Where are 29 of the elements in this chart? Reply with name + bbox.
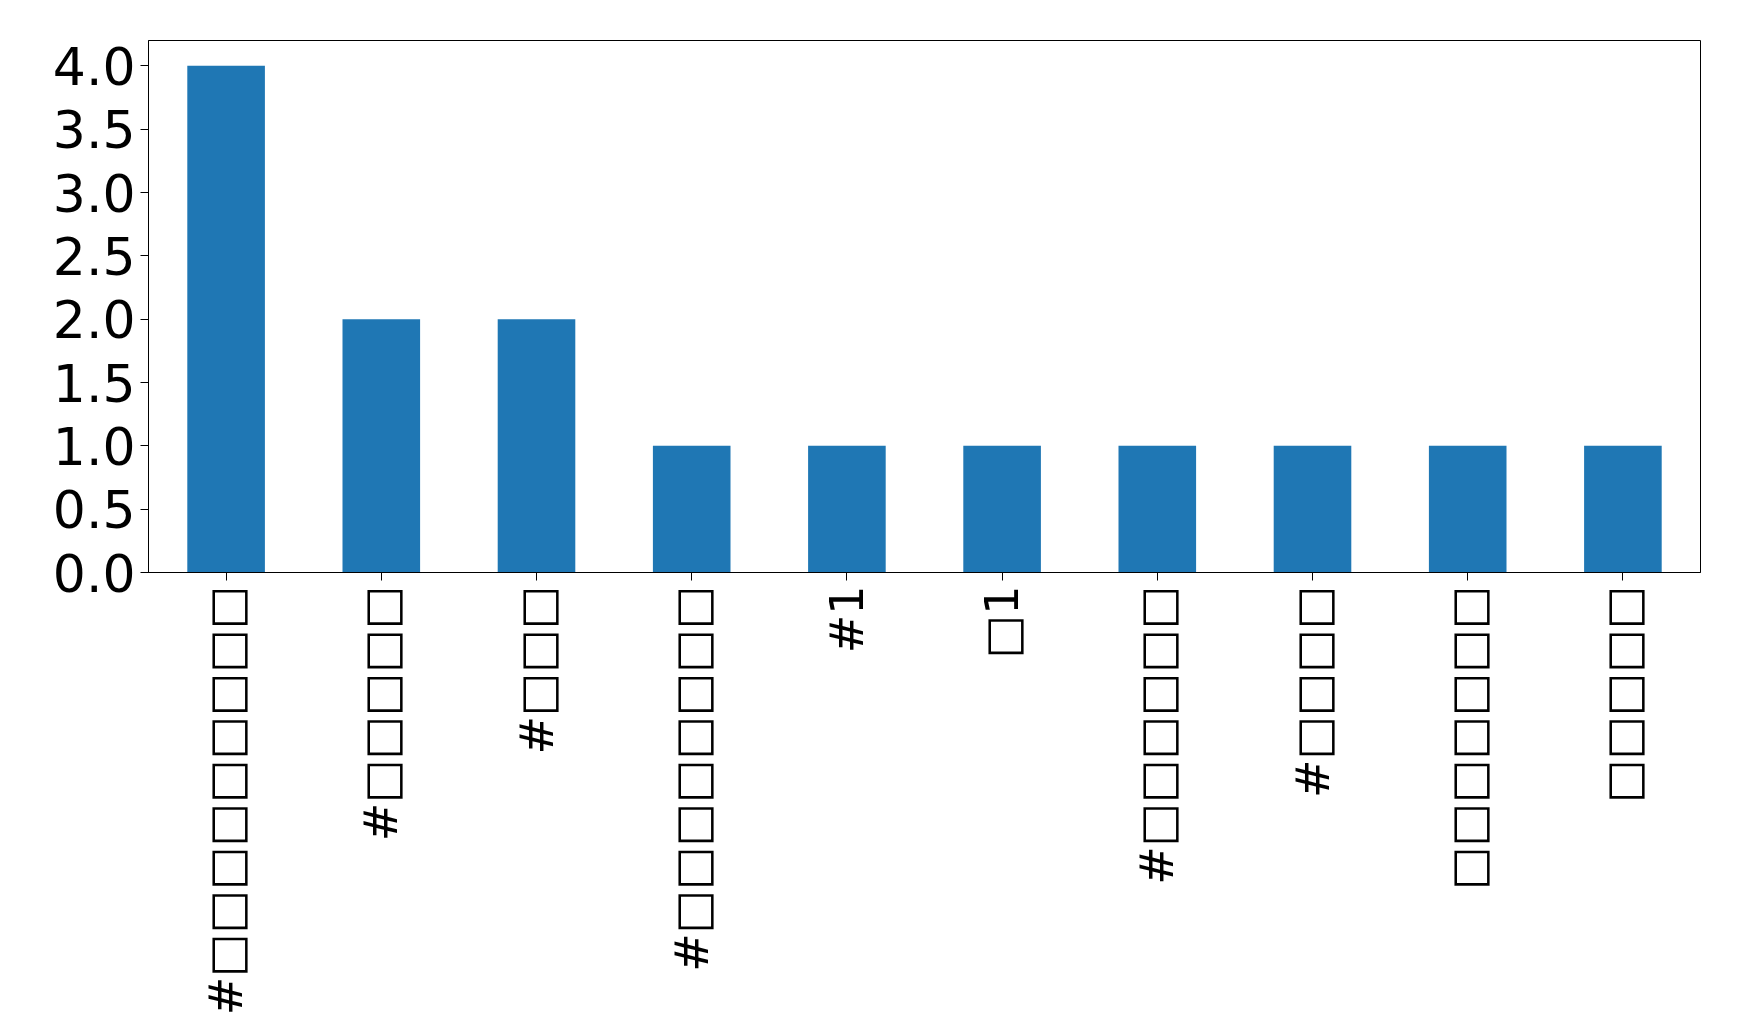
bar xyxy=(1118,445,1197,573)
y-tick-label: 3.5 xyxy=(52,100,136,161)
bar xyxy=(1428,445,1507,573)
bar xyxy=(497,319,576,573)
x-tick-label: □□□□□ xyxy=(1595,585,1650,803)
x-tick-label: #□□□ xyxy=(509,585,564,755)
y-tick-label: 2.5 xyxy=(52,226,136,287)
bar xyxy=(342,319,421,573)
x-tick-label: #□□□□□ xyxy=(354,585,409,842)
x-tick-label: □1 xyxy=(975,585,1030,659)
bar xyxy=(652,445,731,573)
bar xyxy=(963,445,1041,573)
y-tick-label: 3.0 xyxy=(52,163,136,224)
x-tick-label: #□□□□□□□□□ xyxy=(199,585,254,1016)
x-tick-label: #□□□□ xyxy=(1285,585,1340,798)
x-tick-label: #1 xyxy=(819,585,874,654)
bar xyxy=(808,445,886,573)
y-tick-label: 4.0 xyxy=(52,36,136,97)
y-tick-label: 0.0 xyxy=(52,543,136,604)
y-tick-label: 1.5 xyxy=(52,353,136,414)
x-tick-label: #□□□□□□□□ xyxy=(664,585,719,972)
y-tick-label: 1.0 xyxy=(52,416,136,477)
bar xyxy=(1584,445,1662,573)
x-tick-label: #□□□□□□ xyxy=(1130,585,1185,885)
bar xyxy=(1273,445,1352,573)
x-tick-label: □□□□□□□ xyxy=(1440,585,1495,890)
y-tick-label: 2.0 xyxy=(52,290,136,351)
bar xyxy=(187,65,265,573)
y-tick-label: 0.5 xyxy=(52,480,136,541)
